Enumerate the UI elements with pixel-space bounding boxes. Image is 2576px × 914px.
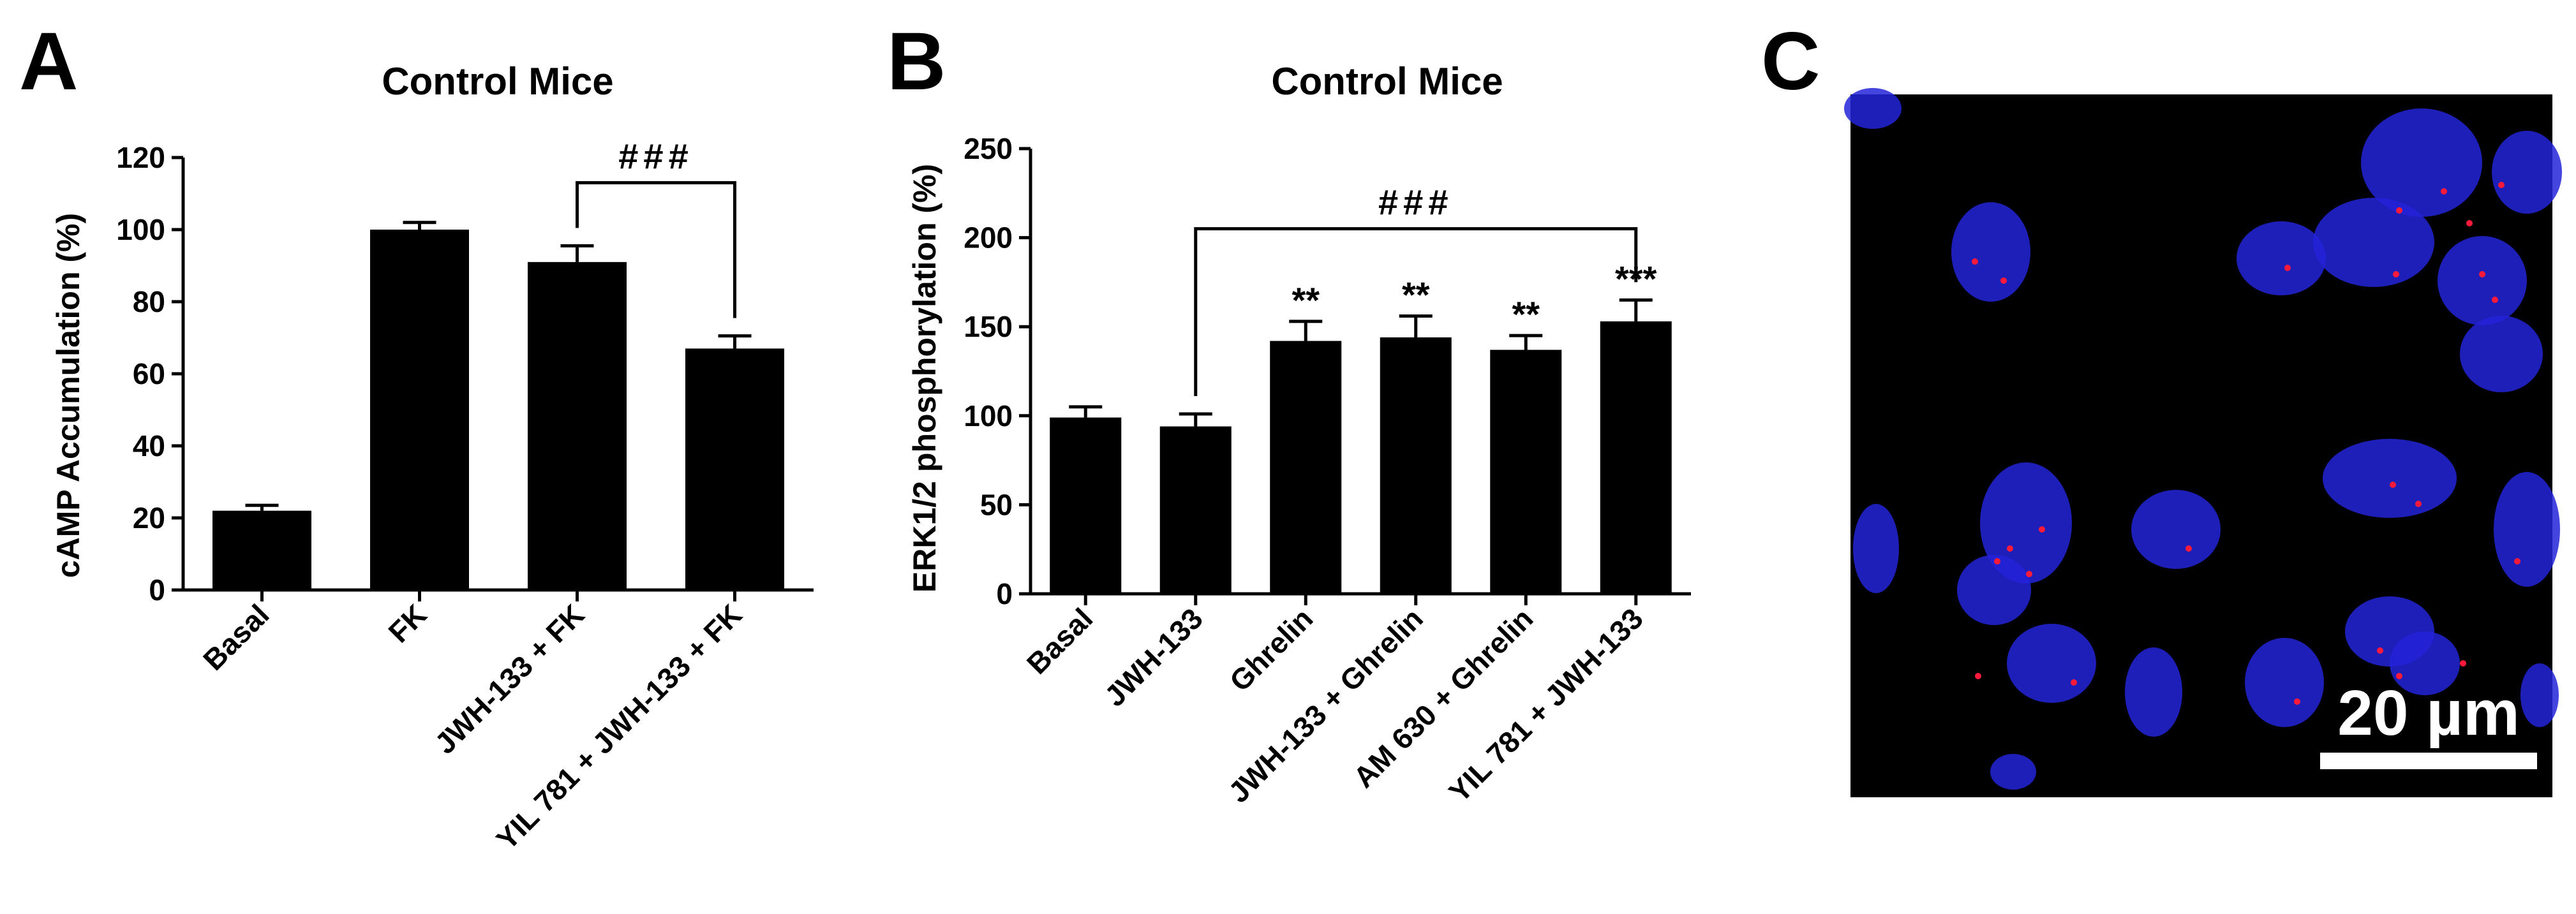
chart-b-y-tick-label: 250 — [964, 132, 1013, 165]
nucleus-cluster — [2323, 439, 2457, 518]
nucleus-cluster — [2313, 198, 2434, 287]
chart-b-bar — [1600, 321, 1672, 594]
signal-punctum — [2185, 545, 2192, 552]
nucleus-cluster — [2492, 131, 2562, 214]
chart-b-category-label: Ghrelin — [1223, 601, 1320, 698]
chart-b-bar — [1050, 417, 1122, 594]
nucleus-cluster — [1844, 88, 1902, 129]
chart-b: Control Mice ERK1/2 phosphorylation (%) … — [907, 60, 1691, 809]
chart-b-category-label: Basal — [1020, 601, 1099, 681]
nucleus-cluster — [2494, 472, 2560, 587]
chart-b-significance-bracket — [1194, 227, 1638, 397]
nucleus-cluster — [2390, 631, 2460, 695]
signal-punctum — [2466, 220, 2473, 226]
scale-bar — [2320, 753, 2537, 769]
signal-punctum — [2039, 526, 2045, 533]
chart-b-bar — [1490, 350, 1562, 594]
chart-b-title: Control Mice — [1271, 60, 1503, 103]
nucleus-cluster — [2438, 236, 2527, 325]
nucleus-cluster — [1990, 754, 2036, 790]
chart-a-y-axis-title: cAMP Accumulation (%) — [50, 213, 86, 578]
signal-punctum — [2071, 679, 2077, 686]
chart-b-y-tick-label: 0 — [996, 577, 1013, 610]
chart-b-bar — [1380, 337, 1452, 594]
chart-a-y-tick-label: 60 — [133, 357, 165, 390]
chart-a-y-tick-label: 0 — [149, 573, 165, 607]
chart-b-category-label: YIL 781 + JWH-133 — [1442, 601, 1649, 809]
chart-a-category-label: JWH-133 + FK — [428, 598, 591, 760]
signal-punctum — [2396, 207, 2402, 214]
nucleus-cluster — [1853, 504, 1899, 593]
chart-a-bar — [528, 262, 627, 591]
nucleus-cluster — [2245, 638, 2324, 727]
chart-a-bar — [212, 510, 311, 590]
panel-letter-b: B — [887, 16, 946, 107]
signal-punctum — [1975, 673, 1981, 679]
chart-a-y-tick-label: 80 — [133, 285, 165, 318]
chart-b-bar — [1159, 426, 1232, 594]
signal-punctum — [2393, 271, 2399, 277]
signal-punctum — [2460, 660, 2466, 667]
chart-b-bar-significance: ** — [1402, 274, 1430, 314]
signal-punctum — [1972, 258, 1978, 265]
chart-b-category-label: AM 630 + Ghrelin — [1347, 601, 1540, 794]
nucleus-cluster — [2131, 490, 2221, 569]
panel-letter-a: A — [19, 16, 78, 107]
signal-punctum — [2514, 558, 2520, 564]
nucleus-cluster — [1957, 555, 2031, 625]
scale-bar-label: 20 µm — [2337, 677, 2520, 749]
nucleus-cluster — [1980, 462, 2072, 584]
signal-punctum — [2396, 673, 2402, 679]
chart-b-significance-label: ### — [1378, 182, 1453, 223]
chart-b-y-tick-label: 200 — [964, 221, 1013, 254]
chart-a-y-tick-label: 40 — [133, 429, 165, 462]
nucleus-cluster — [2007, 624, 2096, 703]
chart-b-y-tick-label: 150 — [964, 310, 1013, 343]
chart-b-y-tick-label: 50 — [980, 488, 1013, 521]
signal-punctum — [2284, 265, 2291, 271]
signal-punctum — [2000, 277, 2007, 284]
chart-b-bar-significance: ** — [1292, 280, 1320, 320]
chart-a-y-tick-label: 20 — [133, 501, 165, 534]
nucleus-cluster — [2237, 221, 2326, 295]
chart-b-y-tick-label: 100 — [964, 399, 1013, 432]
signal-punctum — [2007, 545, 2013, 552]
chart-a-y-tick-label: 120 — [116, 141, 165, 174]
chart-b-bar — [1270, 341, 1342, 594]
nucleus-cluster — [2520, 663, 2559, 727]
signal-punctum — [1994, 558, 2000, 564]
chart-a-significance-bracket — [576, 181, 736, 318]
chart-b-category-label: JWH-133 + Ghrelin — [1222, 601, 1429, 809]
nucleus-cluster — [2125, 647, 2182, 737]
signal-punctum — [2492, 297, 2498, 303]
panel-letter-c: C — [1761, 16, 1820, 107]
micrograph-panel: 20 µm — [1844, 88, 2562, 797]
signal-punctum — [2294, 698, 2300, 705]
chart-a: Control Mice cAMP Accumulation (%) 0 20 40… — [50, 60, 814, 856]
signal-punctum — [2026, 571, 2032, 577]
chart-a-y-tick-label: 100 — [116, 213, 165, 246]
nucleus-cluster — [2361, 108, 2482, 217]
signal-punctum — [2390, 482, 2396, 488]
chart-a-significance-label: ### — [618, 136, 693, 177]
chart-a-bar — [370, 230, 469, 590]
signal-punctum — [2441, 188, 2447, 195]
nucleus-cluster — [2460, 316, 2543, 392]
chart-a-category-label: Basal — [197, 598, 276, 677]
signal-punctum — [2479, 271, 2485, 277]
signal-punctum — [2377, 647, 2383, 654]
chart-b-bar-significance: ** — [1512, 294, 1540, 334]
chart-a-category-label: FK — [382, 598, 433, 649]
chart-b-y-axis-title: ERK1/2 phosphorylation (%) — [907, 164, 942, 593]
nucleus-cluster — [1951, 202, 2030, 302]
signal-punctum — [2498, 182, 2505, 188]
chart-b-category-label: JWH-133 — [1098, 601, 1209, 712]
chart-a-bar — [685, 348, 784, 590]
signal-punctum — [2415, 501, 2422, 507]
chart-a-title: Control Mice — [382, 60, 613, 103]
